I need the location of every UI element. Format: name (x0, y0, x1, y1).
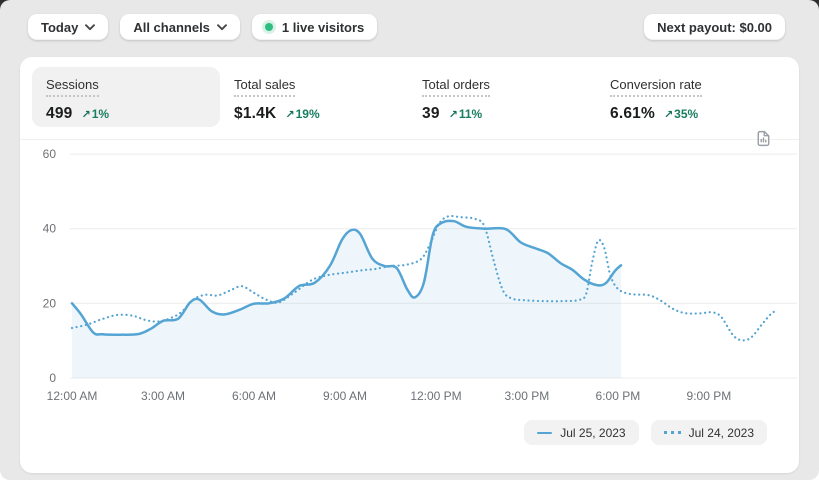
x-axis-label-12-00-pm: 12:00 PM (410, 389, 461, 403)
series-line-jul-25-2023 (70, 219, 623, 336)
y-axis-label-0: 0 (49, 371, 56, 385)
channel-filter-button[interactable]: All channels (120, 14, 240, 40)
metric-change-value: 11% (458, 107, 483, 121)
metric-label: Total sales (234, 77, 296, 97)
y-axis-label-40: 40 (43, 222, 57, 236)
metric-label: Sessions (46, 77, 99, 97)
channel-filter-label: All channels (133, 19, 210, 35)
metric-change-value: 35% (674, 107, 699, 121)
y-axis-label-60: 60 (43, 147, 57, 161)
analytics-overview-card: Sessions 499 ↗ 1% Total sales $1.4K ↗ 19% Total … (20, 57, 799, 473)
metric-value-row: 39 ↗ 11% (422, 105, 582, 123)
metric-value-row: 499 ↗ 1% (46, 105, 206, 123)
metric-tab-sessions[interactable]: Sessions 499 ↗ 1% (32, 67, 220, 127)
live-visitors-badge[interactable]: 1 live visitors (251, 14, 378, 40)
metric-value: 6.61% (610, 105, 655, 122)
view-report-button[interactable] (752, 127, 775, 150)
trend-up-icon: ↗ (81, 109, 91, 121)
x-axis-label-3-00-pm: 3:00 PM (505, 389, 550, 403)
metric-change-badge: ↗ 19% (285, 107, 319, 121)
metric-tab-total-sales[interactable]: Total sales $1.4K ↗ 19% (220, 67, 408, 127)
report-document-icon (757, 130, 770, 147)
legend-line-dotted-icon (663, 431, 681, 434)
legend-line-solid-icon (537, 431, 553, 434)
date-range-button[interactable]: Today (28, 14, 109, 40)
metric-tab-total-orders[interactable]: Total orders 39 ↗ 11% (408, 67, 596, 127)
metric-change-badge: ↗ 1% (81, 107, 109, 121)
metric-value: $1.4K (234, 105, 277, 122)
next-payout-label: Next payout: $0.00 (657, 19, 772, 35)
live-dot-icon (264, 23, 273, 31)
x-axis-label-9-00-am: 9:00 AM (323, 389, 367, 403)
x-axis-label-3-00-am: 3:00 AM (141, 389, 185, 403)
legend-label: Jul 25, 2023 (560, 425, 626, 440)
chevron-down-icon (216, 23, 227, 30)
sessions-line-chart: 0 20 40 60 12:00 AM 3:00 AM 6:00 AM 9:00 AM 12:0… (43, 147, 797, 403)
chevron-down-icon (85, 23, 96, 30)
metric-change-value: 1% (91, 107, 110, 121)
metric-change-value: 19% (295, 107, 320, 121)
series-line-jul-24-2023 (70, 214, 777, 342)
metric-label: Conversion rate (610, 77, 702, 97)
trend-up-icon: ↗ (448, 109, 458, 121)
legend-label: Jul 24, 2023 (688, 425, 754, 440)
metric-label: Total orders (422, 77, 490, 97)
chart-legend: Jul 25, 2023 Jul 24, 2023 (20, 406, 799, 445)
topbar: Today All channels 1 live visitors Next … (0, 0, 819, 45)
x-axis-label-9-00-pm: 9:00 PM (687, 389, 732, 403)
metric-value-row: $1.4K ↗ 19% (234, 105, 394, 123)
metric-tab-conversion-rate[interactable]: Conversion rate 6.61% ↗ 35% (596, 67, 784, 127)
x-axis-label-6-00-pm: 6:00 PM (596, 389, 641, 403)
live-visitors-label: 1 live visitors (281, 19, 365, 35)
series-area-jul-25-2023 (72, 220, 621, 378)
y-axis-label-20: 20 (43, 296, 57, 310)
x-axis-label-6-00-am: 6:00 AM (232, 389, 276, 403)
date-range-label: Today (41, 19, 79, 35)
legend-item-jul-25-2023[interactable]: Jul 25, 2023 (524, 420, 639, 445)
trend-up-icon: ↗ (285, 109, 295, 121)
metric-value-row: 6.61% ↗ 35% (610, 105, 770, 123)
trend-up-icon: ↗ (663, 109, 674, 121)
metrics-row: Sessions 499 ↗ 1% Total sales $1.4K ↗ 19% Total … (20, 57, 799, 140)
metric-value: 39 (422, 105, 440, 122)
metric-value: 499 (46, 105, 73, 122)
legend-item-jul-24-2023[interactable]: Jul 24, 2023 (650, 420, 767, 445)
metric-change-badge: ↗ 11% (449, 107, 483, 121)
next-payout-button[interactable]: Next payout: $0.00 (644, 14, 785, 40)
x-axis-label-12-00-am: 12:00 AM (47, 389, 98, 403)
metric-change-badge: ↗ 35% (664, 107, 698, 121)
